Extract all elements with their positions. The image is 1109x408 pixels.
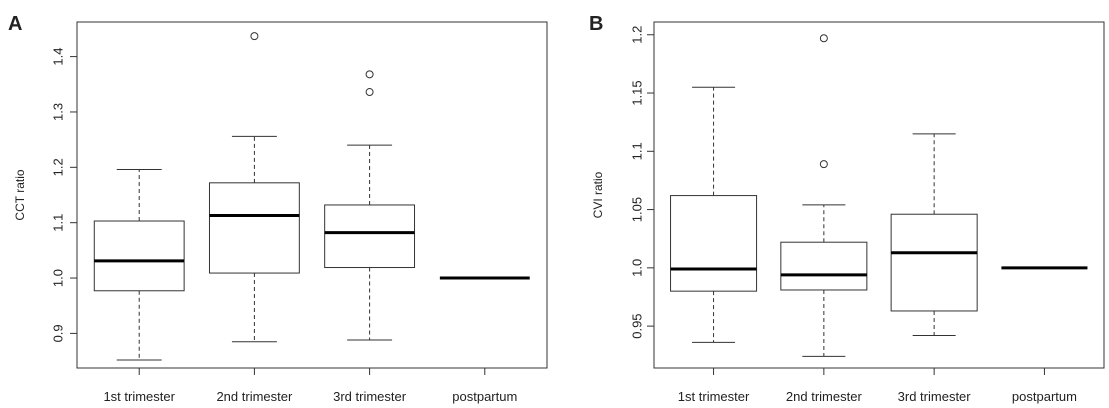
outlier-point — [819, 160, 828, 169]
x-tick-label: 3rd trimester — [898, 389, 972, 404]
x-tick-label: 3rd trimester — [333, 389, 407, 404]
box-2nd-trimester — [208, 32, 300, 343]
iqr-box — [670, 195, 758, 292]
y-tick-label: 0.9 — [51, 324, 66, 342]
chart-panel-a: A CCT ratio 0.9 1.0 1.1 1.2 1.3 1.4 1st trimeste… — [8, 13, 548, 404]
y-tick-label: 1.0 — [630, 259, 645, 277]
iqr-box — [208, 182, 300, 274]
plot-frame — [76, 21, 548, 369]
box-3rd-trimester — [324, 70, 416, 341]
outlier-point — [365, 88, 374, 97]
plot-frame — [653, 21, 1105, 369]
y-tick-label: 1.3 — [51, 103, 66, 121]
x-tick-label: postpartum — [1012, 389, 1077, 404]
iqr-box — [324, 204, 416, 269]
outlier-point — [819, 34, 828, 43]
y-tick-label: 1.4 — [51, 48, 66, 66]
box-1st-trimester — [93, 169, 185, 361]
box-3rd-trimester — [890, 133, 978, 336]
iqr-box — [890, 213, 978, 312]
y-tick-label: 1.2 — [51, 158, 66, 176]
box-2nd-trimester — [780, 34, 868, 357]
y-tick-label: 1.1 — [51, 214, 66, 232]
x-tick-label: 1st trimester — [678, 389, 750, 404]
y-tick-label: 1.2 — [630, 26, 645, 44]
y-tick-label: 1.0 — [51, 269, 66, 287]
panel-letter: B — [589, 13, 603, 35]
y-axis-title: CCT ratio — [13, 169, 27, 220]
y-axis-title: CVI ratio — [591, 171, 605, 218]
x-tick-label: 2nd trimester — [216, 389, 293, 404]
panel-letter: A — [8, 13, 22, 35]
outlier-point — [250, 32, 259, 41]
iqr-box — [93, 220, 185, 292]
y-tick-label: 1.1 — [630, 142, 645, 160]
x-tick-label: 2nd trimester — [786, 389, 863, 404]
y-tick-label: 0.95 — [630, 313, 645, 338]
y-tick-label: 1.15 — [630, 80, 645, 105]
box-1st-trimester — [670, 86, 758, 343]
y-tick-label: 1.05 — [630, 197, 645, 222]
outlier-point — [365, 70, 374, 79]
iqr-box — [780, 241, 868, 291]
x-tick-label: postpartum — [452, 389, 517, 404]
chart-panel-b: B CVI ratio 0.95 1.0 1.05 1.1 1.15 1.2 1st trime… — [589, 13, 1105, 404]
x-tick-label: 1st trimester — [103, 389, 175, 404]
